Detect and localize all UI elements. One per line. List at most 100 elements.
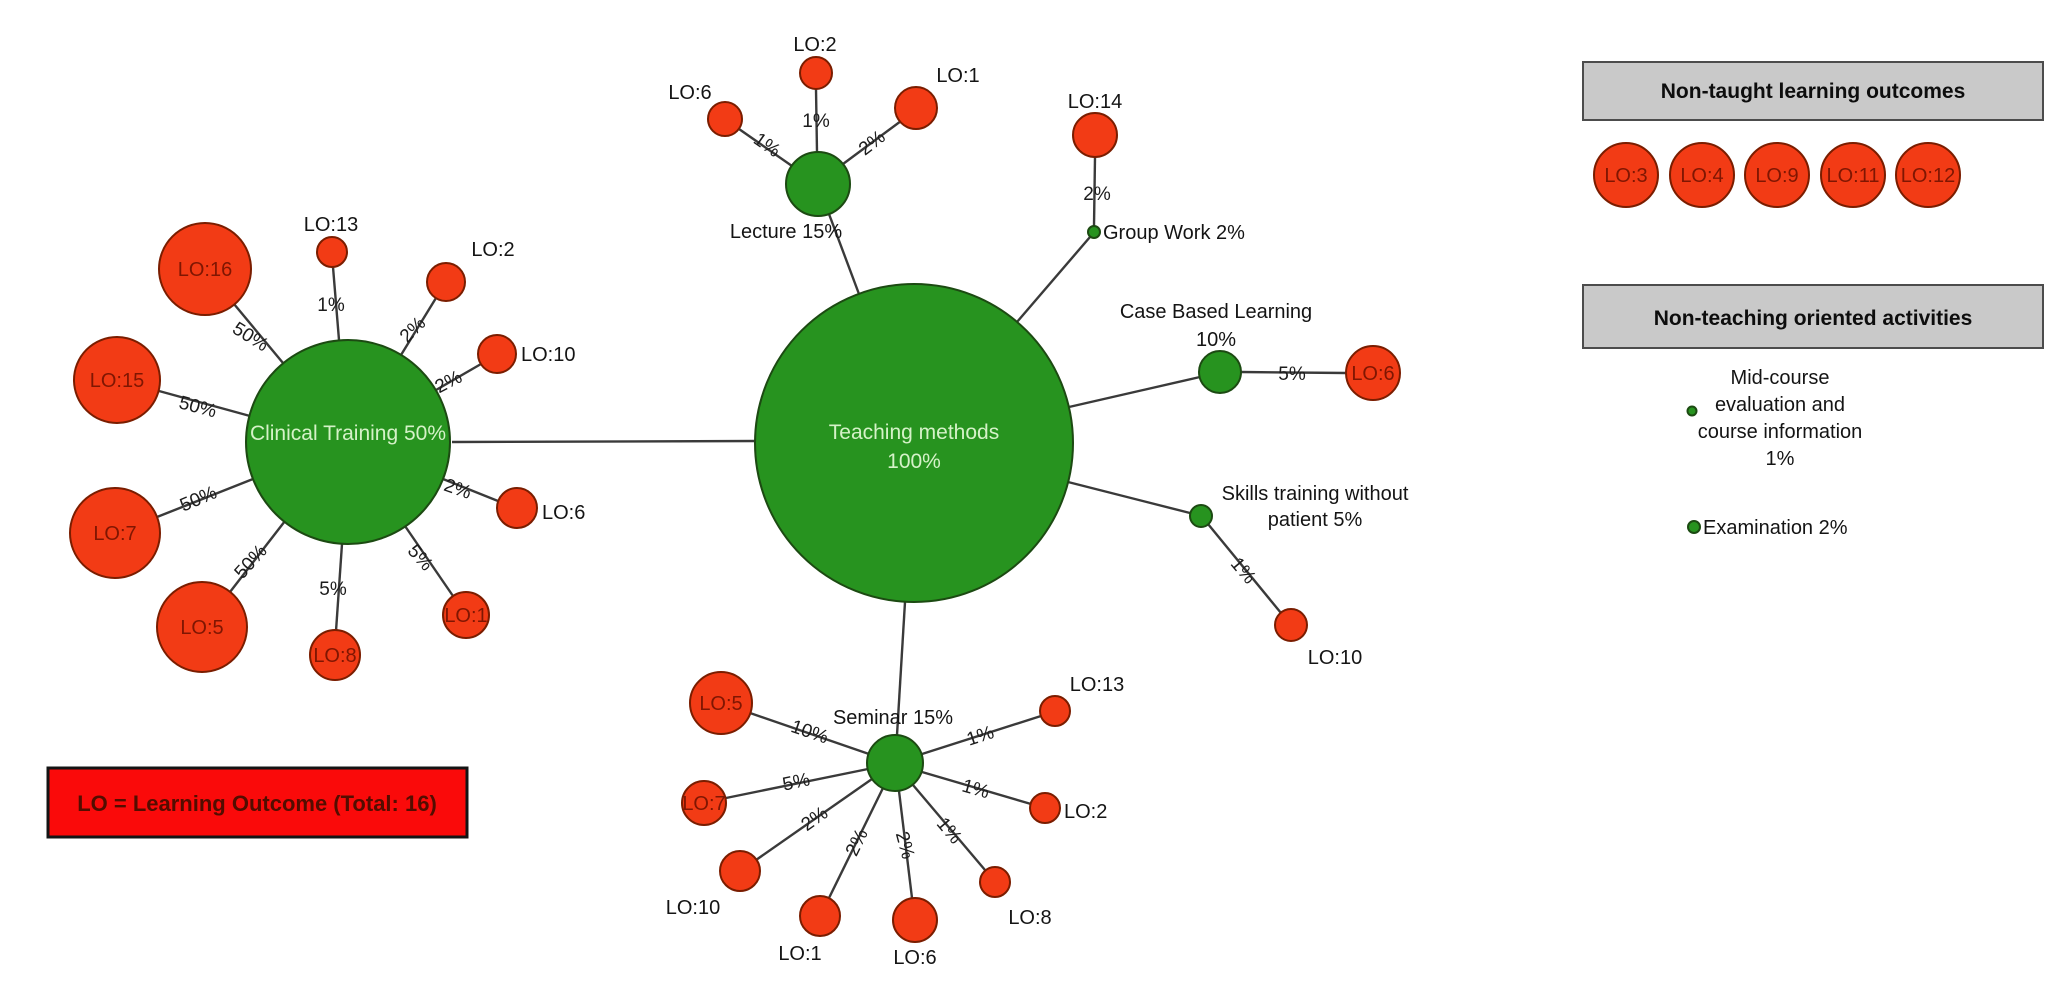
node-clinical-lo15 — [73, 336, 161, 424]
lecture-label: Lecture 15% — [730, 221, 843, 243]
pct-seminar-lo7: 5% — [781, 769, 812, 795]
edge-teaching-groupwork — [1016, 236, 1091, 323]
node-clinical-lo8 — [309, 629, 361, 681]
node-skills-lo10 — [1274, 608, 1308, 642]
pct-clinical-lo8: 5% — [319, 579, 347, 600]
label-seminar-lo8: LO:8 — [1008, 907, 1051, 929]
legend-node-lo11 — [1820, 142, 1886, 208]
pct-clinical-lo1: 5% — [403, 541, 437, 576]
edge-teaching-skills — [1067, 480, 1191, 515]
node-clinical-lo13 — [316, 236, 348, 268]
legend-label-lo9: LO:9 — [1755, 165, 1798, 187]
edge-clinical-lo10 — [435, 362, 482, 392]
node-lecture — [785, 151, 851, 217]
pct-seminar-lo1: 2% — [842, 826, 873, 860]
pct-seminar-lo10: 2% — [798, 803, 833, 836]
legend-label-lo11: LO:11 — [1827, 165, 1880, 187]
edge-casebased-lo6 — [1240, 370, 1347, 375]
edge-seminar-lo13 — [921, 714, 1042, 756]
label-clinical-lo6: LO:6 — [542, 502, 585, 524]
legend-label-lo3: LO:3 — [1604, 165, 1647, 187]
node-teaching-methods — [754, 283, 1074, 603]
node-seminar-lo10 — [719, 850, 761, 892]
node-group-work — [1087, 225, 1101, 239]
note: LO = Learning Outcome (Total: 16) — [46, 766, 469, 839]
node-seminar-lo5 — [689, 671, 753, 735]
legend-label-lo12: LO:12 — [1901, 165, 1955, 187]
legend-non-taught-box — [1582, 61, 2044, 121]
label-skills-lo10: LO:10 — [1308, 647, 1362, 669]
pct-clinical-lo15: 50% — [177, 392, 219, 422]
edge-groupwork-lo14 — [1092, 156, 1097, 227]
node-seminar-lo6 — [892, 897, 938, 943]
label-casebased-lo6: LO:6 — [1351, 363, 1394, 385]
legend-non-teaching-box — [1582, 284, 2044, 349]
case-based-label: Case Based Learning — [1120, 301, 1312, 323]
edge-clinical-lo1 — [404, 525, 454, 597]
node-seminar-lo2 — [1029, 792, 1061, 824]
edge-lecture-lo2 — [814, 88, 819, 153]
label-lecture-lo1: LO:1 — [936, 65, 979, 87]
node-clinical-training — [245, 339, 451, 545]
edges — [156, 88, 1347, 899]
edge-seminar-lo5 — [749, 711, 870, 756]
node-clinical-lo10 — [477, 334, 517, 374]
label-clinical-lo2: LO:2 — [471, 239, 514, 261]
pct-seminar-lo5: 10% — [788, 716, 831, 748]
edge-lecture-lo6 — [738, 128, 793, 167]
node-casebased-lo6 — [1345, 345, 1401, 401]
pct-clinical-lo16: 50% — [229, 318, 272, 356]
legend-node-lo9 — [1744, 142, 1810, 208]
label-seminar-lo5: LO:5 — [699, 693, 742, 715]
teaching-methods-label-line1: Teaching methods — [829, 421, 999, 444]
edge-clinical-lo16 — [233, 303, 284, 364]
pct-clinical-lo13: 1% — [317, 295, 345, 316]
skills-label-line1: Skills training without — [1222, 483, 1409, 505]
edge-clinical-lo6 — [442, 477, 499, 503]
label-seminar-lo10: LO:10 — [666, 897, 720, 919]
edge-clinical-lo13 — [331, 266, 341, 341]
label-seminar-lo13: LO:13 — [1070, 674, 1124, 696]
edge-skills-lo10 — [1207, 523, 1282, 614]
node-skills-training — [1189, 504, 1213, 528]
edge-teaching-casebased — [1068, 375, 1201, 409]
edge-teaching-lecture — [827, 213, 861, 295]
label-clinical-lo10: LO:10 — [521, 344, 575, 366]
legend-non-taught-title: Non-taught learning outcomes — [1661, 80, 1966, 103]
case-based-pct-label: 10% — [1196, 329, 1236, 351]
node-clinical-lo1 — [442, 591, 490, 639]
edge-seminar-lo10 — [755, 778, 873, 861]
edge-lecture-lo1 — [842, 120, 902, 165]
pct-skills-lo10: 1% — [1226, 554, 1260, 589]
examination-label: Examination 2% — [1703, 517, 1848, 539]
node-clinical-lo16 — [158, 222, 252, 316]
midcourse-line4: 1% — [1766, 448, 1795, 470]
edge-clinical-lo2 — [399, 297, 438, 356]
node-lecture-lo2 — [799, 56, 833, 90]
label-lecture-lo2: LO:2 — [793, 34, 836, 56]
edge-clinical-lo7 — [156, 477, 254, 519]
node-lecture-lo1 — [894, 86, 938, 130]
node-clinical-lo2 — [426, 262, 466, 302]
node-seminar — [866, 734, 924, 792]
edge-clinical-lo8 — [334, 543, 344, 632]
edge-seminar-lo2 — [921, 770, 1032, 806]
pct-casebased-lo6: 5% — [1278, 364, 1306, 385]
label-seminar-lo7: LO:7 — [682, 793, 725, 815]
clinical-training-label: Clinical Training 50% — [250, 422, 446, 445]
node-seminar-lo13 — [1039, 695, 1071, 727]
note-text: LO = Learning Outcome (Total: 16) — [77, 791, 437, 816]
legend-node-lo12 — [1895, 142, 1961, 208]
label-groupwork-lo14: LO:14 — [1068, 91, 1122, 113]
note-box — [46, 766, 469, 839]
label-seminar-lo6: LO:6 — [893, 947, 936, 969]
midcourse-line1: Mid-course — [1731, 367, 1830, 389]
edge-teaching-seminar — [895, 601, 907, 736]
edge-clinical-lo15 — [158, 389, 251, 418]
label-clinical-lo8: LO:8 — [313, 645, 356, 667]
label-seminar-lo2: LO:2 — [1064, 801, 1107, 823]
node-clinical-lo5 — [156, 581, 248, 673]
edge-clinical-lo5 — [229, 520, 286, 593]
pct-lecture-lo2: 1% — [802, 111, 830, 132]
